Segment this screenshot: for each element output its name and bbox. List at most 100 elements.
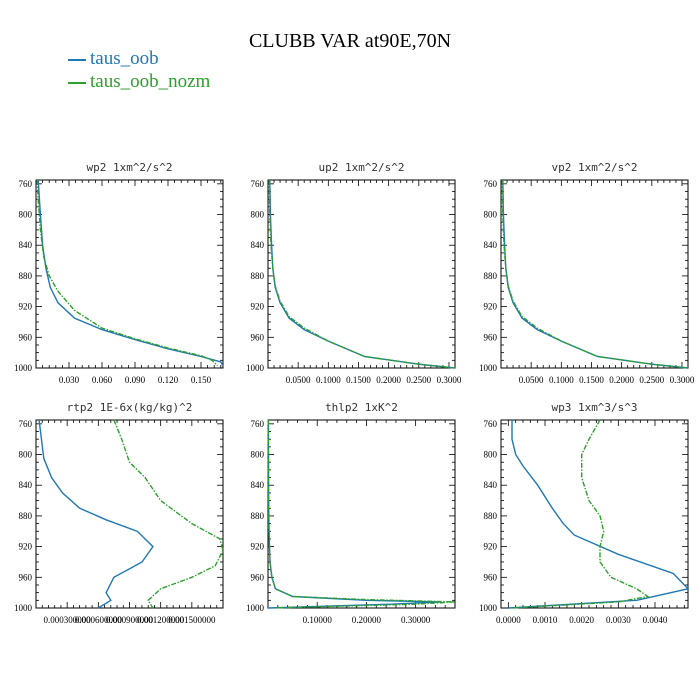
x-tick-label: 0.000900000 <box>106 615 154 625</box>
panel-frame <box>35 179 224 369</box>
x-tick-label: 0.0040 <box>643 615 668 625</box>
x-tick-label: 0.2500 <box>406 375 431 385</box>
x-tick-label: 0.060 <box>92 375 113 385</box>
series-line-taus-oob <box>508 420 690 609</box>
series-line-taus-oob-nozm <box>113 419 224 609</box>
panel-frame <box>500 419 689 609</box>
y-tick-label: 760 <box>19 179 33 189</box>
y-tick-label: 960 <box>251 332 265 342</box>
panel-frame <box>267 179 456 369</box>
x-tick-label: 0.20000 <box>352 615 382 625</box>
x-tick-label: 0.000300000 <box>44 615 92 625</box>
x-tick-label: 0.2000 <box>376 375 401 385</box>
y-tick-label: 800 <box>484 450 498 460</box>
x-tick-label: 0.2500 <box>639 375 664 385</box>
y-tick-label: 800 <box>19 450 33 460</box>
legend-swatch <box>68 58 86 61</box>
y-tick-label: 880 <box>251 511 265 521</box>
x-tick-label: 0.10000 <box>303 615 333 625</box>
y-tick-label: 960 <box>19 572 33 582</box>
y-tick-label: 920 <box>484 542 498 552</box>
x-tick-label: 0.3000 <box>670 375 695 385</box>
y-tick-label: 960 <box>19 332 33 342</box>
y-tick-label: 920 <box>251 302 265 312</box>
x-tick-label: 0.1500 <box>579 375 604 385</box>
series-line-taus-oob <box>269 179 456 369</box>
panel-2: up2 1xm^2/s^2 760 800 840 880 920 960 1000 0.050… <box>246 161 462 385</box>
series-line-taus-oob-nozm <box>267 419 456 609</box>
panel-title: rtp2 1E-6x(kg/kg)^2 <box>67 401 193 414</box>
panel-frame <box>500 179 689 369</box>
y-tick-label: 960 <box>484 332 498 342</box>
x-tick-label: 0.090 <box>125 375 146 385</box>
series-line-taus-oob <box>37 179 224 367</box>
y-tick-label: 800 <box>251 210 265 220</box>
y-tick-label: 880 <box>484 271 498 281</box>
x-tick-label: 0.001500000 <box>168 615 216 625</box>
y-tick-label: 760 <box>251 419 265 429</box>
y-tick-label: 920 <box>19 542 33 552</box>
panel-4: rtp2 1E-6x(kg/kg)^2 760 800 840 880 920 960 100… <box>14 401 224 625</box>
y-tick-label: 880 <box>19 511 33 521</box>
panel-title: up2 1xm^2/s^2 <box>318 161 404 174</box>
x-tick-label: 0.0020 <box>569 615 594 625</box>
panel-6: wp3 1xm^3/s^3 760 800 840 880 920 960 1000 0.000… <box>479 401 690 625</box>
x-tick-label: 0.0500 <box>286 375 311 385</box>
series-line-taus-oob-nozm <box>36 179 218 367</box>
series-line-taus-oob-nozm <box>511 419 650 609</box>
series-line-taus-oob-nozm <box>268 179 456 369</box>
y-tick-label: 1000 <box>14 603 33 613</box>
y-tick-label: 960 <box>484 572 498 582</box>
x-tick-label: 0.150 <box>191 375 212 385</box>
series-line-taus-oob <box>267 419 441 609</box>
x-tick-label: 0.120 <box>158 375 179 385</box>
legend-entry-taus-oob-nozm: taus_oob_nozm <box>68 71 210 93</box>
panel-frame <box>267 419 456 609</box>
y-tick-label: 840 <box>19 240 33 250</box>
panel-title: vp2 1xm^2/s^2 <box>551 161 637 174</box>
y-tick-label: 880 <box>484 511 498 521</box>
series-line-taus-oob-nozm <box>501 179 689 369</box>
legend-entry-taus-oob: taus_oob <box>68 48 159 70</box>
y-tick-label: 800 <box>484 210 498 220</box>
y-tick-label: 880 <box>251 271 265 281</box>
panel-title: wp3 1xm^3/s^3 <box>551 401 637 414</box>
y-tick-label: 1000 <box>479 363 498 373</box>
y-tick-label: 760 <box>484 419 498 429</box>
x-tick-label: 0.1500 <box>346 375 371 385</box>
y-tick-label: 920 <box>484 302 498 312</box>
y-tick-label: 1000 <box>14 363 33 373</box>
x-tick-label: 0.001200000 <box>137 615 185 625</box>
y-tick-label: 880 <box>19 271 33 281</box>
y-tick-label: 840 <box>19 480 33 490</box>
panel-5: thlp2 1xK^2 760 800 840 880 920 960 1000 0.10000… <box>246 401 456 625</box>
x-tick-label: 0.030 <box>59 375 80 385</box>
y-tick-label: 760 <box>484 179 498 189</box>
panel-title: thlp2 1xK^2 <box>325 401 398 414</box>
y-tick-label: 1000 <box>246 363 265 373</box>
panel-title: wp2 1xm^2/s^2 <box>86 161 172 174</box>
y-tick-label: 840 <box>251 480 265 490</box>
panel-frame <box>35 419 224 609</box>
x-tick-label: 0.1000 <box>316 375 341 385</box>
y-tick-label: 800 <box>19 210 33 220</box>
x-tick-label: 0.000600000 <box>75 615 123 625</box>
chart-title: CLUBB VAR at90E,70N <box>248 30 452 52</box>
y-tick-label: 920 <box>19 302 33 312</box>
y-tick-label: 760 <box>251 179 265 189</box>
x-tick-label: 0.0500 <box>519 375 544 385</box>
x-tick-label: 0.2000 <box>609 375 634 385</box>
x-tick-label: 0.0030 <box>606 615 631 625</box>
y-tick-label: 840 <box>251 240 265 250</box>
y-tick-label: 960 <box>251 572 265 582</box>
legend-swatch <box>68 81 86 84</box>
x-tick-label: 0.30000 <box>401 615 431 625</box>
y-tick-label: 840 <box>484 240 498 250</box>
y-tick-label: 1000 <box>246 603 265 613</box>
series-line-taus-oob <box>38 419 154 609</box>
y-tick-label: 920 <box>251 542 265 552</box>
y-tick-label: 1000 <box>479 603 498 613</box>
panel-1: wp2 1xm^2/s^2 760 800 840 880 920 960 1000 0.030… <box>14 161 224 385</box>
x-tick-label: 0.0000 <box>496 615 521 625</box>
